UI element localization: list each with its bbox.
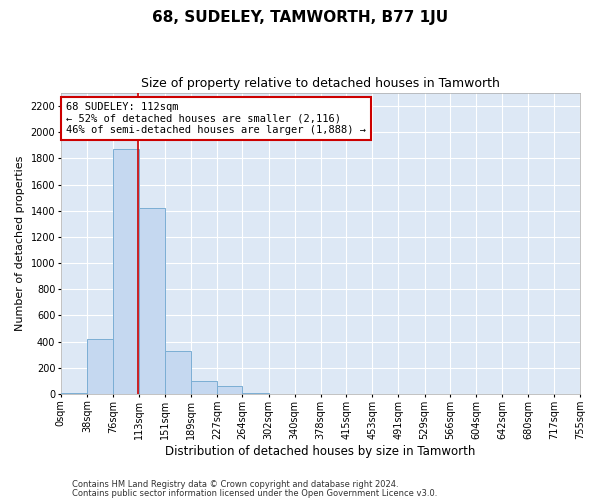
Bar <box>61 392 87 394</box>
Bar <box>87 339 113 394</box>
Bar <box>113 150 139 394</box>
Title: Size of property relative to detached houses in Tamworth: Size of property relative to detached ho… <box>141 78 500 90</box>
Text: 68 SUDELEY: 112sqm
← 52% of detached houses are smaller (2,116)
46% of semi-deta: 68 SUDELEY: 112sqm ← 52% of detached hou… <box>66 102 366 136</box>
Bar <box>217 386 242 394</box>
Bar <box>139 208 164 394</box>
Bar <box>164 350 191 394</box>
Text: 68, SUDELEY, TAMWORTH, B77 1JU: 68, SUDELEY, TAMWORTH, B77 1JU <box>152 10 448 25</box>
Y-axis label: Number of detached properties: Number of detached properties <box>15 156 25 331</box>
Text: Contains HM Land Registry data © Crown copyright and database right 2024.: Contains HM Land Registry data © Crown c… <box>72 480 398 489</box>
Text: Contains public sector information licensed under the Open Government Licence v3: Contains public sector information licen… <box>72 488 437 498</box>
Bar <box>242 393 269 394</box>
Bar <box>191 381 217 394</box>
X-axis label: Distribution of detached houses by size in Tamworth: Distribution of detached houses by size … <box>165 444 476 458</box>
